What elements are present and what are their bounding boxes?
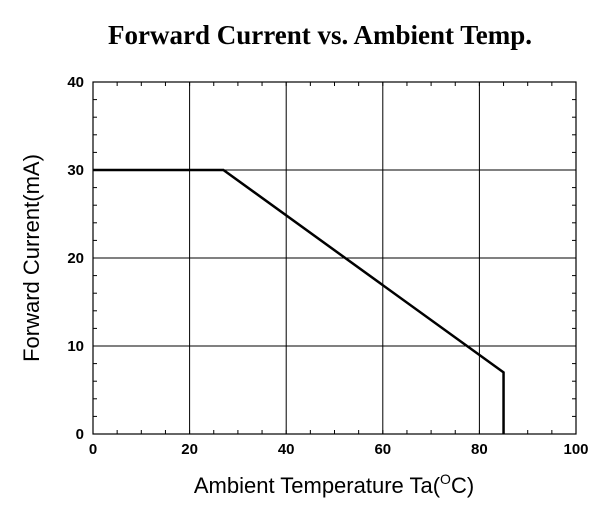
y-tick-label: 30 [67, 162, 84, 179]
y-tick-label: 20 [67, 250, 84, 267]
x-tick-label: 60 [374, 441, 391, 458]
y-tick-label: 0 [76, 426, 84, 443]
y-tick-labels: 0 10 20 30 40 [67, 74, 84, 443]
minor-ticks [92, 81, 577, 435]
x-axis-label-prefix: Ambient Temperature Ta( [194, 473, 441, 498]
y-tick-label: 10 [67, 338, 84, 355]
series-group [93, 168, 505, 434]
y-axis-label: Forward Current(mA) [19, 154, 44, 362]
degree-superscript: O [440, 471, 451, 487]
x-axis-label: Ambient Temperature Ta(OC) [194, 471, 474, 498]
y-tick-label: 40 [67, 74, 84, 91]
chart-title: Forward Current vs. Ambient Temp. [108, 20, 532, 50]
x-tick-label: 100 [563, 441, 588, 458]
x-tick-label: 20 [181, 441, 198, 458]
x-tick-label: 40 [278, 441, 295, 458]
forward-current-line [93, 168, 505, 434]
x-tick-label: 0 [89, 441, 97, 458]
x-tick-label: 80 [471, 441, 488, 458]
x-tick-labels: 0 20 40 60 80 100 [89, 441, 589, 458]
x-axis-label-suffix: C) [451, 473, 474, 498]
